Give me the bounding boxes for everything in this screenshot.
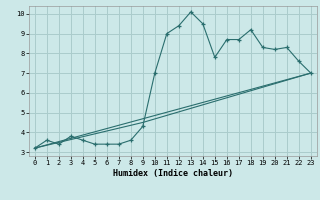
X-axis label: Humidex (Indice chaleur): Humidex (Indice chaleur) [113,169,233,178]
